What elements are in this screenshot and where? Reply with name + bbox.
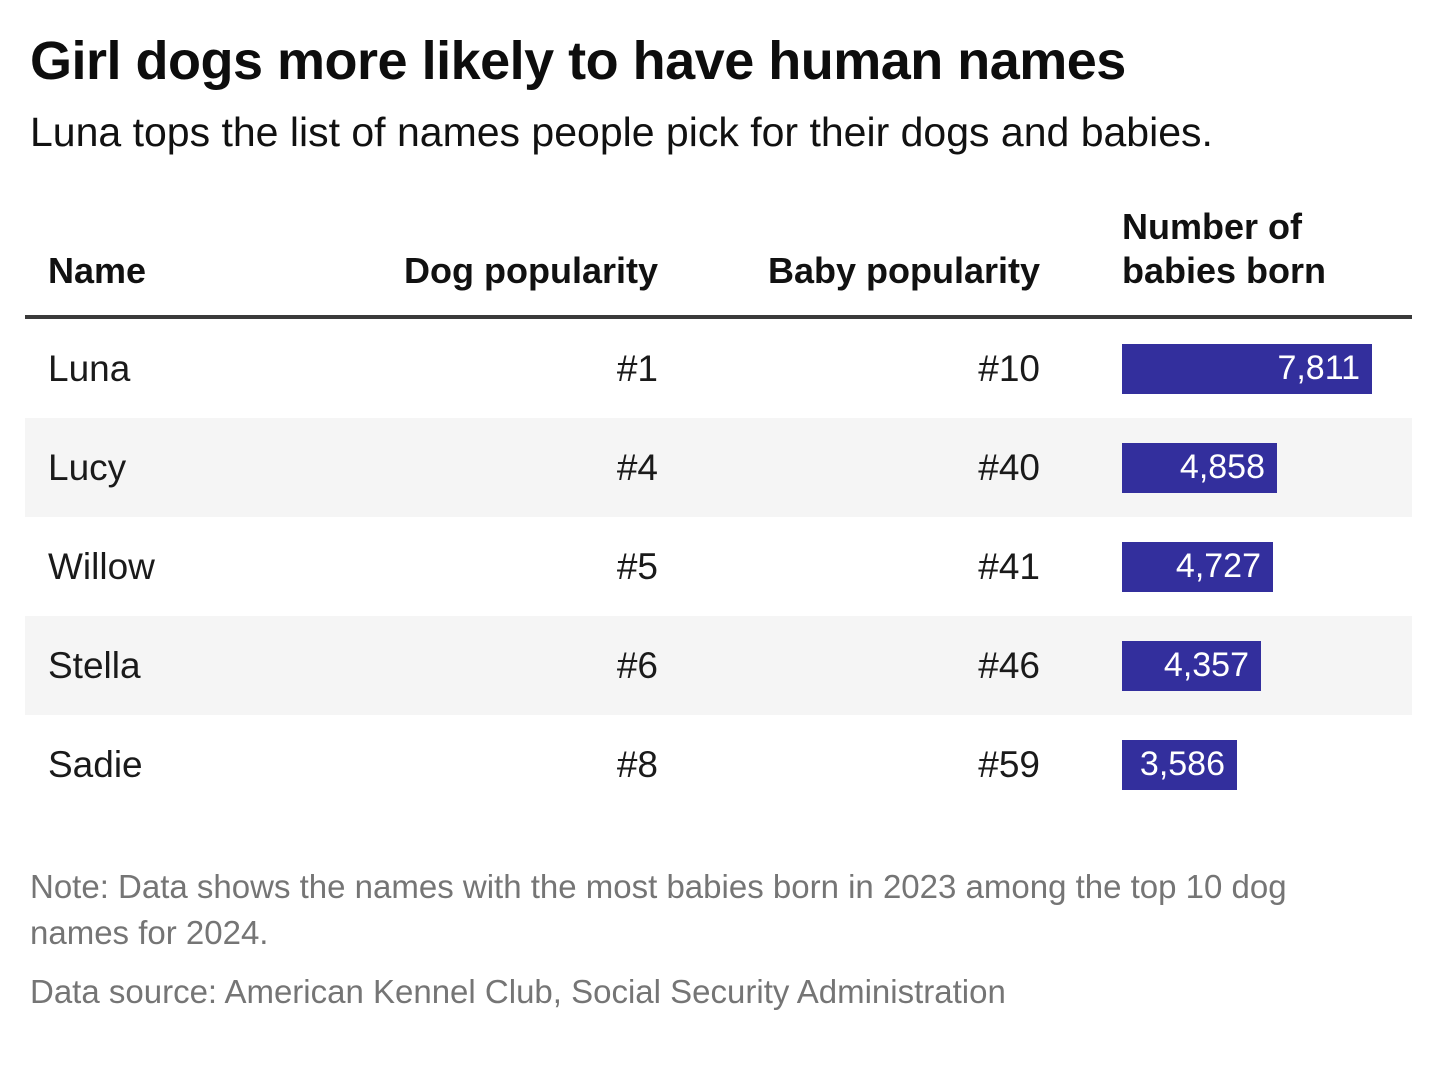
baby-popularity-cell: #40 xyxy=(978,446,1040,488)
column-header-babies-born: Number of babies born xyxy=(1122,206,1327,292)
babies-born-bar: 4,858 xyxy=(1122,442,1277,493)
column-header-name: Name xyxy=(48,250,147,292)
name-cell: Sadie xyxy=(48,743,143,785)
babies-born-value: 4,727 xyxy=(1175,547,1261,586)
babies-born-value: 4,357 xyxy=(1163,646,1249,685)
baby-popularity-cell: #46 xyxy=(978,644,1040,686)
babies-born-bar: 7,811 xyxy=(1122,343,1372,394)
babies-born-bar: 3,586 xyxy=(1122,739,1237,790)
column-header-dog-popularity: Dog popularity xyxy=(404,250,658,292)
table-body: Luna #1 #10 7,811 Lucy #4 #40 4,858 xyxy=(25,319,1412,814)
baby-popularity-cell: #41 xyxy=(978,545,1040,587)
name-cell: Stella xyxy=(48,644,141,686)
table-row: Willow #5 #41 4,727 xyxy=(25,517,1412,616)
chart-subtitle: Luna tops the list of names people pick … xyxy=(30,109,1213,156)
babies-born-bar: 4,727 xyxy=(1122,541,1273,592)
dog-popularity-cell: #6 xyxy=(616,644,658,686)
dog-popularity-cell: #4 xyxy=(616,446,658,488)
babies-born-value: 3,586 xyxy=(1139,745,1225,784)
table-row: Stella #6 #46 4,357 xyxy=(25,616,1412,716)
babies-born-value: 4,858 xyxy=(1179,448,1265,487)
chart-page: Girl dogs more likely to have human name… xyxy=(0,30,1440,1067)
table-header-row: Name Dog popularity Baby popularity Numb… xyxy=(25,205,1412,320)
name-cell: Lucy xyxy=(48,446,127,488)
table-row: Lucy #4 #40 4,858 xyxy=(25,418,1412,518)
babies-born-value: 7,811 xyxy=(1277,349,1360,388)
babies-born-bar: 4,357 xyxy=(1122,640,1261,691)
name-cell: Luna xyxy=(48,347,131,389)
table-row: Sadie #8 #59 3,586 xyxy=(25,715,1412,814)
chart-note: Note: Data shows the names with the most… xyxy=(30,868,1287,951)
data-table: Name Dog popularity Baby popularity Numb… xyxy=(25,205,1412,814)
dog-popularity-cell: #5 xyxy=(616,545,658,587)
baby-popularity-cell: #10 xyxy=(978,347,1040,389)
baby-popularity-cell: #59 xyxy=(978,743,1040,785)
data-source: Data source: American Kennel Club, Socia… xyxy=(30,973,1006,1011)
dog-popularity-cell: #1 xyxy=(616,347,658,389)
chart-title: Girl dogs more likely to have human name… xyxy=(30,31,1126,91)
column-header-baby-popularity: Baby popularity xyxy=(767,250,1040,292)
name-cell: Willow xyxy=(48,545,155,587)
footnotes: Note: Data shows the names with the most… xyxy=(30,864,1410,1015)
dog-popularity-cell: #8 xyxy=(616,743,658,785)
table-row: Luna #1 #10 7,811 xyxy=(25,319,1412,418)
